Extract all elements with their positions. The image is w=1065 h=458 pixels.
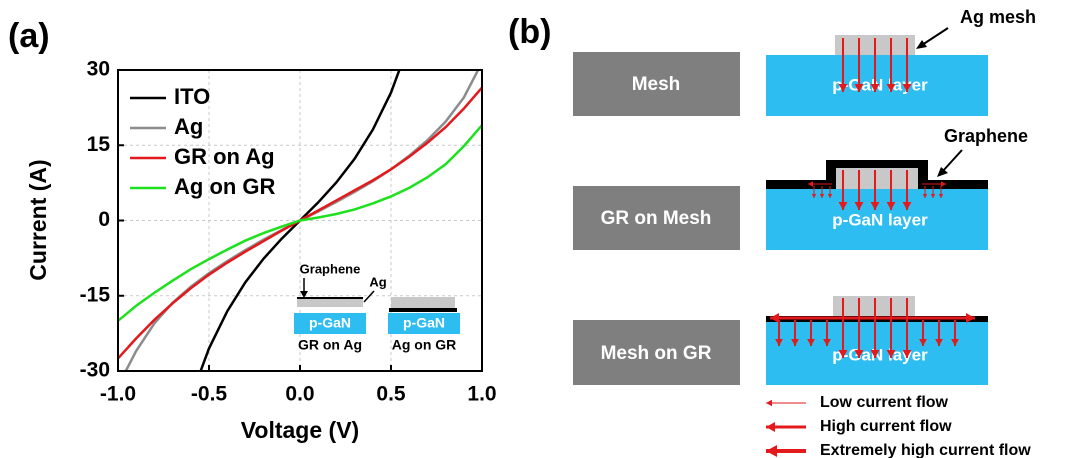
current-arrowhead [770, 313, 779, 323]
plot-frame [117, 69, 483, 372]
current-arrowhead [941, 181, 946, 187]
callout-arrowhead [937, 167, 948, 177]
current-arrowhead [766, 422, 775, 432]
panel-label: (a) [8, 17, 50, 55]
legend-label: Ag on GR [174, 174, 276, 199]
current-arrowhead [886, 350, 896, 358]
x-axis-title: Voltage (V) [241, 417, 359, 443]
flow-legend [766, 399, 806, 458]
x-tick-label: 0.5 [376, 383, 406, 406]
panel-label: (b) [508, 13, 551, 51]
y-tick-label: -15 [80, 283, 111, 306]
current-arrowhead [966, 313, 975, 323]
current-arrowhead [886, 84, 896, 92]
inset-graphene [297, 297, 363, 299]
legend-label: GR on Ag [174, 144, 275, 169]
row-label: Mesh [632, 74, 681, 95]
callout-arrow [941, 149, 963, 173]
current-arrowhead [870, 202, 880, 210]
row-label: Mesh on GR [601, 343, 712, 364]
x-tick-label: 1.0 [467, 383, 496, 406]
inset-gan [388, 313, 460, 334]
y-tick-label: 15 [87, 133, 111, 156]
current-arrowhead [935, 339, 943, 346]
layer-label: p-GaN layer [832, 345, 928, 364]
current-arrowhead [819, 194, 825, 198]
callout-arrowhead [916, 40, 927, 49]
x-tick-label: 0.0 [285, 383, 314, 406]
current-arrowhead [838, 202, 848, 210]
current-arrows [838, 38, 912, 92]
row-label-box [573, 52, 740, 116]
y-tick-label: -30 [80, 359, 110, 382]
row-label-box [573, 320, 740, 385]
callout: Graphene [944, 126, 1028, 146]
current-arrowhead [854, 84, 864, 92]
current-arrowhead [838, 84, 848, 92]
flow-legend-label: Low current flow [820, 394, 949, 411]
inset-label: Ag [369, 274, 386, 289]
layer-label: p-GaN layer [832, 210, 928, 229]
current-arrows [770, 298, 975, 358]
inset-label: Graphene [300, 261, 361, 276]
current-arrowhead [902, 84, 912, 92]
inset-graphene [389, 308, 457, 312]
panel-b: (b) Mesh GR on Mesh Mesh on GR p-GaN lay… [508, 7, 1036, 458]
current-arrowhead [766, 444, 777, 458]
current-arrowhead [811, 194, 817, 198]
x-tick-label: -0.5 [191, 383, 228, 406]
series-line [118, 124, 482, 322]
legend-label: ITO [174, 84, 210, 109]
flow-legend-label: Extremely high current flow [820, 442, 1031, 458]
inset-ag [391, 297, 455, 308]
current-arrowhead [827, 194, 833, 198]
current-arrowhead [919, 339, 927, 346]
inset-label: Ag on GR [392, 337, 457, 353]
current-arrowhead [922, 194, 928, 198]
current-arrowhead [938, 194, 944, 198]
current-arrowhead [823, 339, 831, 346]
current-arrowhead [870, 350, 880, 358]
row-label: GR on Mesh [601, 208, 712, 229]
legend: ITO Ag GR on Ag Ag on GR [130, 84, 276, 199]
current-arrowhead [886, 202, 896, 210]
inset-label: GR on Ag [298, 337, 362, 353]
current-arrowhead [951, 339, 959, 346]
current-arrowhead [854, 202, 864, 210]
legend-label: Ag [174, 114, 203, 139]
gan-layer [766, 189, 988, 250]
inset-label: p-GaN [309, 315, 351, 331]
current-arrowhead [838, 350, 848, 358]
x-tick-label: -1.0 [100, 383, 136, 406]
current-arrowhead [775, 339, 783, 346]
current-arrowhead [870, 84, 880, 92]
y-tick-label: 0 [98, 208, 110, 231]
current-arrowhead [930, 194, 936, 198]
y-tick-label: 30 [87, 58, 110, 81]
ag-mesh [836, 168, 918, 189]
current-arrowhead [807, 339, 815, 346]
current-arrowhead [808, 181, 813, 187]
current-arrows [808, 170, 946, 210]
current-arrowhead [791, 339, 799, 346]
flow-legend-label: High current flow [820, 418, 952, 435]
callout-arrow [921, 27, 949, 46]
inset-label: p-GaN [403, 315, 445, 331]
callout: Ag mesh [960, 7, 1036, 27]
inset-arrow [363, 290, 375, 303]
inset: Graphene Ag p-GaN GR on Ag p-GaN Ag on G… [294, 261, 460, 353]
row-label-box [573, 186, 740, 250]
inset-arrowhead [300, 291, 308, 298]
curves [118, 70, 482, 371]
current-arrowhead [902, 350, 912, 358]
current-arrowhead [902, 202, 912, 210]
layer-label: p-GaN layer [832, 75, 928, 94]
current-arrowhead [766, 399, 772, 407]
inset-ag [297, 299, 363, 307]
inset-gan [294, 313, 366, 334]
current-arrowhead [854, 350, 864, 358]
y-axis-title: Current (A) [25, 159, 51, 280]
